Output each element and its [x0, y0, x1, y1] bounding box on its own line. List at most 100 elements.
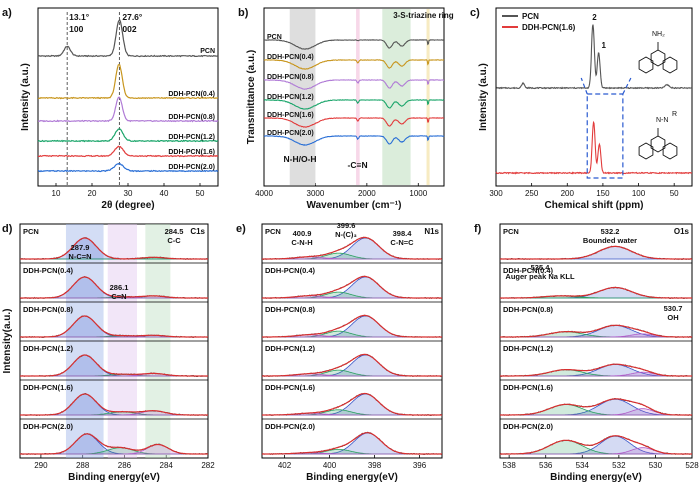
ring — [662, 142, 678, 160]
panel-e: e) 402 400 398 396 Binding energy(eV) PCN DDH-P… — [236, 221, 443, 483]
component-energy: 535.4 — [531, 263, 551, 272]
component-assignment: Auger peak Na KLL — [505, 272, 575, 281]
peak-label: 2 — [592, 13, 597, 22]
band-label: -C≡N — [348, 160, 368, 170]
component-assignment: N-C=N — [68, 252, 91, 261]
x-tick-label: 538 — [502, 461, 516, 470]
y-axis-label: Intensity (a.u.) — [20, 63, 31, 131]
series-line — [264, 117, 445, 128]
panel-label: f) — [474, 223, 482, 235]
series-label: DDH-PCN(1.6) — [168, 149, 215, 156]
y-axis-label: Transmittance (a.u.) — [246, 50, 257, 144]
component-assignment: OH — [667, 313, 678, 322]
legend-entry: PCN — [522, 12, 539, 21]
component-assignment: Bounded water — [583, 236, 637, 245]
panel-f: f) 538 536 534 532 530 528 Binding energy(eV) PC… — [474, 223, 699, 483]
fit-envelope — [262, 432, 442, 455]
fit-envelope — [20, 276, 208, 299]
series-label: DDH-PCN(2.0) — [503, 422, 554, 431]
series-label: DDH-PCN(1.2) — [265, 344, 316, 353]
series-line — [37, 19, 219, 58]
panel-label: d) — [2, 223, 13, 235]
band-label: 3-S-triazine ring — [393, 11, 454, 20]
core-level-label: N1s — [424, 227, 439, 236]
panel-d: d) 290 288 286 284 282 Binding energy(eV) Inten… — [2, 223, 215, 483]
core-level-label: C1s — [190, 227, 205, 236]
series-label: PCN — [200, 48, 215, 55]
band-highlight — [382, 9, 411, 185]
component-energy: 286.1 — [110, 283, 129, 292]
fit-envelope — [262, 275, 442, 299]
x-tick-label: 4000 — [255, 189, 273, 198]
peak-index: 100 — [69, 24, 83, 34]
component-energy: 399.6 — [337, 221, 356, 230]
component-assignment: C-C — [167, 236, 181, 245]
x-axis-label: 2θ (degree) — [101, 200, 154, 211]
x-tick-label: 40 — [160, 189, 169, 198]
x-tick-label: 300 — [489, 189, 503, 198]
series-label: PCN — [267, 34, 282, 41]
series-label: DDH-PCN(0.4) — [23, 266, 74, 275]
fit-envelope — [500, 245, 692, 260]
fit-envelope — [262, 236, 442, 260]
series-label: DDH-PCN(1.6) — [265, 383, 316, 392]
band-highlight — [289, 9, 316, 185]
band-highlight — [356, 9, 360, 185]
legend-entry: DDH-PCN(1.6) — [522, 23, 576, 32]
series-label: PCN — [503, 227, 519, 236]
fit-envelope — [20, 354, 208, 377]
fit-envelope — [20, 393, 208, 416]
x-tick-label: 50 — [196, 189, 205, 198]
x-tick-label: 100 — [632, 189, 646, 198]
fit-envelope — [500, 286, 692, 299]
series-label: PCN — [265, 227, 281, 236]
fit-envelope — [262, 353, 442, 377]
series-line — [37, 96, 219, 123]
x-tick-label: 398 — [368, 461, 382, 470]
structure-label: NH₂ — [652, 31, 665, 38]
series-label: DDH-PCN(1.6) — [23, 383, 74, 392]
x-tick-label: 1000 — [409, 189, 427, 198]
x-tick-label: 10 — [52, 189, 61, 198]
series-label: DDH-PCN(0.8) — [267, 74, 314, 81]
ring — [662, 56, 678, 74]
panel-c-frame — [495, 7, 693, 187]
panel-label: e) — [236, 223, 246, 235]
y-axis-label: Intensity(a.u.) — [2, 308, 13, 373]
x-axis-label: Wavenumber (cm⁻¹) — [307, 200, 402, 211]
fit-envelope — [262, 392, 442, 416]
series-label: DDH-PCN(1.6) — [503, 383, 554, 392]
series-line — [37, 63, 219, 100]
x-tick-label: 288 — [76, 461, 90, 470]
structure-label: R — [672, 111, 677, 118]
series-label: PCN — [23, 227, 39, 236]
series-label: DDH-PCN(0.4) — [503, 266, 554, 275]
ring — [638, 56, 654, 74]
series-line — [37, 145, 218, 158]
zoom-line — [580, 77, 588, 95]
x-tick-label: 284 — [160, 461, 174, 470]
peak-label: 1 — [601, 41, 606, 50]
peak-annotation: 27.6° — [122, 12, 143, 22]
x-tick-label: 528 — [685, 461, 699, 470]
legend: PCN DDH-PCN(1.6) — [502, 12, 576, 32]
series-label: DDH-PCN(1.2) — [267, 94, 314, 101]
x-tick-label: 2000 — [358, 189, 376, 198]
component-energy: 287.9 — [71, 243, 90, 252]
x-tick-label: 250 — [525, 189, 539, 198]
series-label: DDH-PCN(0.4) — [168, 91, 215, 98]
x-tick-label: 3000 — [307, 189, 325, 198]
series-line — [37, 128, 219, 143]
series-label: DDH-PCN(0.4) — [267, 54, 314, 61]
fit-envelope — [20, 315, 208, 338]
series-label: DDH-PCN(2.0) — [265, 422, 316, 431]
fit-envelope — [20, 433, 208, 455]
x-axis-label: Binding energy(eV) — [68, 472, 160, 483]
fit-envelope — [500, 324, 692, 338]
band-highlight — [426, 9, 430, 185]
x-axis-label: Binding energy(eV) — [306, 472, 398, 483]
panel-c: c) 300 250 200 150 100 50 Chemical shift (ppm) I… — [470, 7, 693, 211]
series-label: DDH-PCN(2.0) — [168, 164, 215, 171]
series-line — [37, 162, 219, 173]
